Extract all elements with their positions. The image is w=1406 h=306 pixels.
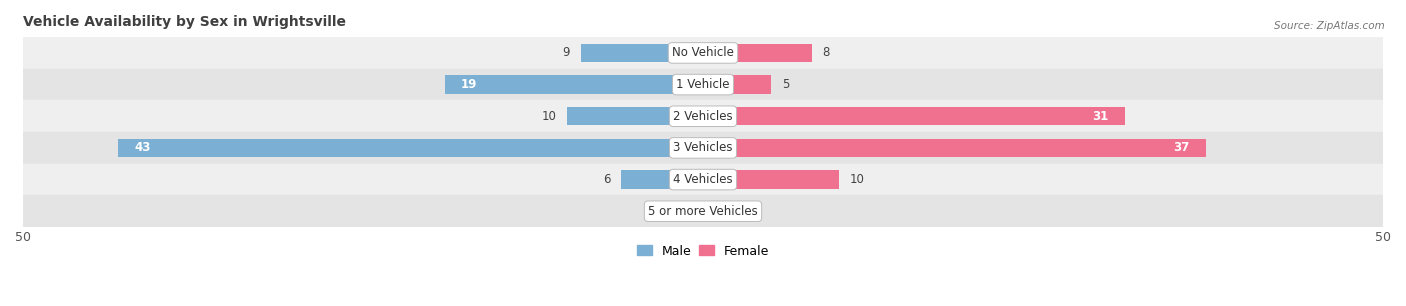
Text: 19: 19 [461, 78, 477, 91]
Text: 0: 0 [720, 205, 727, 218]
Bar [22, 132, 1384, 164]
Bar [703, 107, 1125, 125]
Text: 31: 31 [1092, 110, 1108, 123]
Text: Vehicle Availability by Sex in Wrightsville: Vehicle Availability by Sex in Wrightsvi… [22, 15, 346, 29]
Bar [703, 139, 1206, 157]
Text: 6: 6 [603, 173, 610, 186]
Bar [567, 107, 703, 125]
Text: Source: ZipAtlas.com: Source: ZipAtlas.com [1274, 21, 1385, 32]
Bar [22, 196, 1384, 227]
Legend: Male, Female: Male, Female [631, 240, 775, 263]
Text: 1 Vehicle: 1 Vehicle [676, 78, 730, 91]
Bar [703, 75, 770, 94]
Text: 43: 43 [135, 141, 150, 155]
Bar [22, 37, 1384, 69]
Bar [22, 164, 1384, 196]
Bar [118, 139, 703, 157]
Text: 2 Vehicles: 2 Vehicles [673, 110, 733, 123]
Bar [699, 202, 703, 220]
Text: 10: 10 [849, 173, 865, 186]
Bar [621, 170, 703, 189]
Text: 5: 5 [782, 78, 789, 91]
Bar [703, 44, 811, 62]
Text: No Vehicle: No Vehicle [672, 47, 734, 59]
Bar [703, 202, 707, 220]
Bar [22, 69, 1384, 100]
Text: 0: 0 [679, 205, 686, 218]
Bar [22, 100, 1384, 132]
Bar [581, 44, 703, 62]
Text: 3 Vehicles: 3 Vehicles [673, 141, 733, 155]
Bar [703, 170, 839, 189]
Text: 37: 37 [1174, 141, 1189, 155]
Text: 5 or more Vehicles: 5 or more Vehicles [648, 205, 758, 218]
Text: 10: 10 [541, 110, 557, 123]
Text: 9: 9 [562, 47, 569, 59]
Text: 4 Vehicles: 4 Vehicles [673, 173, 733, 186]
Text: 8: 8 [823, 47, 830, 59]
Bar [444, 75, 703, 94]
